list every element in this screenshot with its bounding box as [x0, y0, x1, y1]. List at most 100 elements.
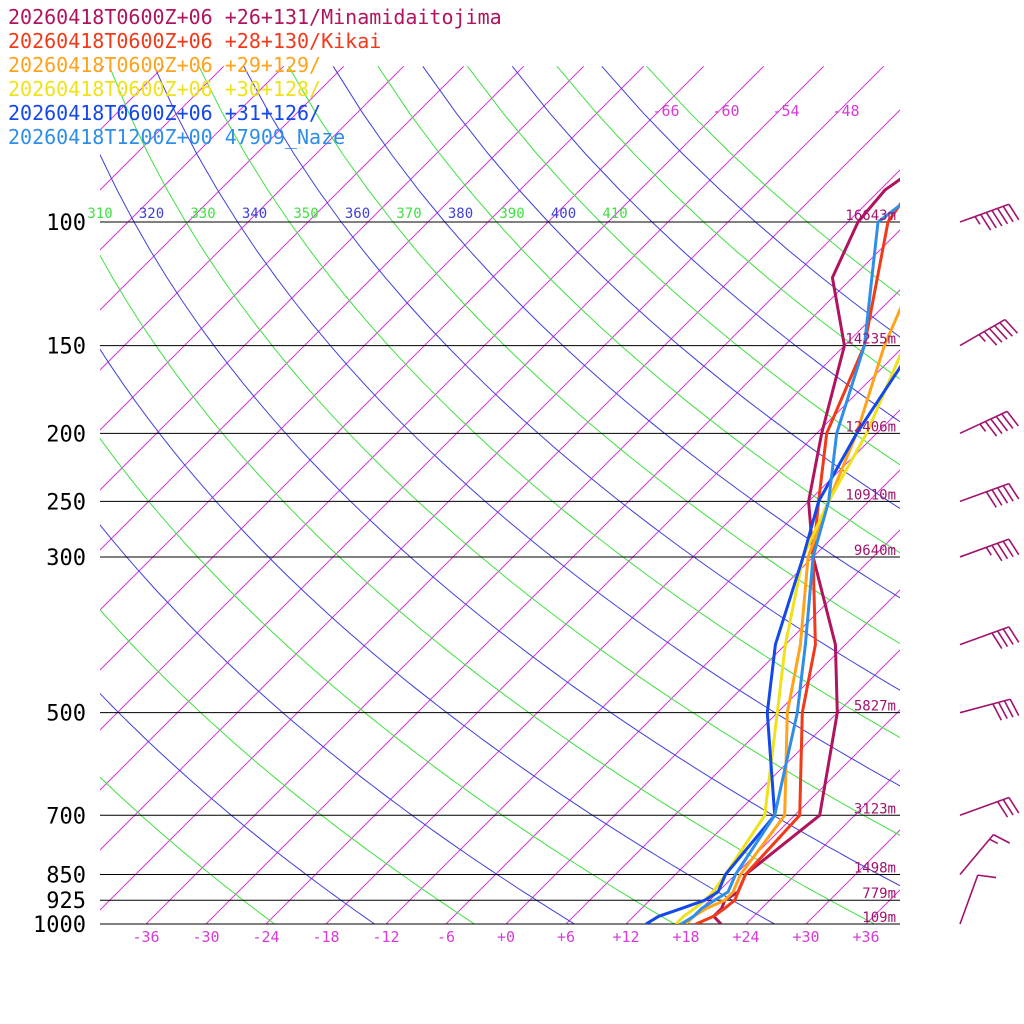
dry-adiabat-line: [153, 66, 900, 787]
height-label: 779m: [862, 886, 896, 902]
wind-barb: [959, 410, 1019, 437]
legend-entry: 20260418T0600Z+06 +29+129/: [8, 53, 321, 77]
isotherm-line: [205, 229, 900, 924]
wind-barb-flag: [1003, 700, 1014, 718]
upper-tick-label: -48: [832, 102, 859, 120]
wind-barb-flag: [995, 415, 1009, 432]
temperature-tick-label: +12: [612, 928, 639, 946]
isotherm-line: [100, 65, 825, 791]
isotherm-line: [685, 709, 900, 924]
isotherm-line: [100, 65, 465, 431]
wind-barb-flag: [990, 418, 1003, 435]
wind-barb-shaft: [959, 698, 1011, 714]
wind-barb-flag: [1008, 626, 1020, 643]
legend-entry: 20260418T0600Z+06 +28+130/Kikai: [8, 29, 381, 53]
wind-barb-half: [974, 216, 981, 225]
wind-barb-flag: [988, 328, 1003, 343]
wind-barb-flag: [991, 544, 1003, 562]
temperature-tick-label: -36: [132, 928, 159, 946]
wind-barb-flag: [1006, 410, 1019, 427]
temperature-tick-label: +24: [732, 928, 759, 946]
theta-label: 310: [87, 206, 112, 222]
dry-adiabat-line: [100, 692, 376, 924]
dry-adiabat-line: [288, 66, 900, 645]
dry-adiabat-line: [377, 66, 900, 554]
isotherm-line: [100, 109, 900, 911]
isotherm-line: [385, 409, 900, 924]
height-label: 9640m: [854, 543, 896, 559]
wind-barb-half: [989, 838, 999, 845]
wind-barb: [959, 318, 1019, 347]
isotherm-line: [100, 65, 225, 191]
isotherm-line: [100, 65, 765, 731]
wind-barb-flag: [1004, 319, 1019, 334]
isotherm-line: [325, 349, 900, 924]
series-line: [645, 364, 900, 924]
theta-label: 340: [242, 206, 267, 222]
wind-barb-flag: [994, 325, 1008, 340]
wind-barb-flag: [985, 211, 997, 229]
wind-barb-half: [978, 334, 986, 342]
isotherm-line: [265, 289, 900, 924]
wind-barb: [959, 698, 1020, 721]
height-label: 12406m: [845, 419, 896, 435]
theta-label: 380: [448, 206, 473, 222]
pressure-label: 500: [46, 702, 86, 727]
isotherm-line: [565, 589, 900, 924]
wind-barb-flag: [984, 421, 998, 437]
pressure-label: 925: [46, 889, 86, 914]
wind-barb-flag: [1009, 698, 1020, 716]
theta-label: 350: [293, 206, 318, 222]
series-line: [684, 305, 900, 924]
isotherm-line: [100, 65, 525, 491]
temperature-tick-label: +0: [497, 928, 515, 946]
wind-barb-flag: [1008, 538, 1020, 556]
height-label: 3123m: [854, 801, 896, 817]
sounding-traces: [645, 177, 900, 924]
pressure-label: 200: [46, 422, 86, 447]
wind-barb: [959, 626, 1020, 649]
height-label: 5827m: [854, 699, 896, 715]
wind-barb-half: [985, 546, 992, 556]
theta-label: 370: [396, 206, 421, 222]
legend: 20260418T0600Z+06 +26+131/Minamidaitojim…: [8, 5, 502, 149]
theta-label: 360: [345, 206, 370, 222]
wind-barb-flag: [996, 542, 1009, 560]
wind-barb-flag: [992, 703, 1003, 721]
pressure-label: 700: [46, 804, 86, 829]
dry-adiabat-line: [100, 608, 476, 924]
dry-adiabat-line: [108, 66, 900, 836]
wind-barb-flag: [1002, 799, 1014, 816]
temperature-tick-label: -18: [312, 928, 339, 946]
legend-entry: 20260418T0600Z+06 +30+128/: [8, 77, 321, 101]
wind-barb-shaft: [959, 626, 1010, 646]
wind-barb: [959, 874, 997, 925]
isotherm-line: [100, 65, 285, 251]
isotherm-line: [100, 65, 345, 311]
theta-label: 390: [499, 206, 524, 222]
isotherm-line: [745, 769, 900, 924]
dry-adiabat-line: [467, 65, 900, 466]
dry-adiabat-line: [100, 348, 776, 924]
isotherm-line: [100, 65, 405, 371]
legend-entry: 20260418T0600Z+06 +31+126/: [8, 101, 321, 125]
dry-adiabat-line: [100, 437, 676, 924]
legend-entry: 20260418T1200Z+00 47909_Naze: [8, 125, 345, 149]
dry-adiabat-line: [100, 153, 900, 887]
theta-label: 410: [602, 206, 627, 222]
wind-barb-flag: [1002, 628, 1014, 645]
wind-barb-shaft: [959, 834, 995, 875]
theta-label: 320: [139, 206, 164, 222]
wind-barb-flag: [977, 874, 997, 879]
pressure-label: 150: [46, 335, 86, 360]
wind-barb: [959, 833, 1011, 875]
height-label: 14235m: [845, 332, 896, 348]
wind-barb-flag: [1001, 413, 1014, 429]
wind-barb-flag: [996, 801, 1009, 818]
dry-adiabat-line: [100, 254, 876, 924]
wind-barb: [959, 538, 1020, 562]
legend-entry: 20260418T0600Z+06 +26+131/Minamidaitojim…: [8, 5, 502, 29]
wind-barb-shaft: [959, 318, 1006, 347]
upper-tick-label: -54: [772, 102, 799, 120]
